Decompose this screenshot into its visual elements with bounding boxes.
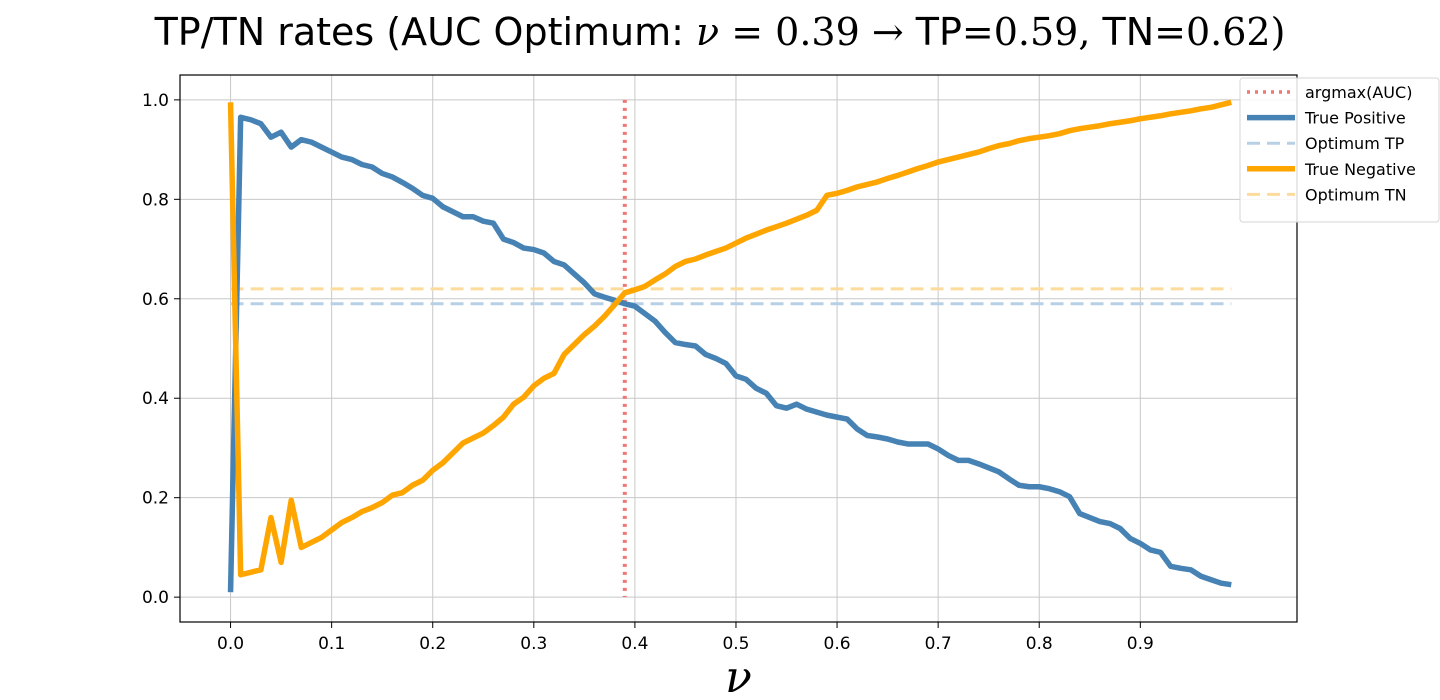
title-tp-value: =0.59, bbox=[961, 10, 1103, 54]
y-tick-label: 0.2 bbox=[142, 489, 169, 509]
title-optimum-nu-value: = 0.39 → bbox=[719, 10, 916, 54]
title-tn-value: =0.62) bbox=[1154, 10, 1286, 54]
title-tn-label: TN bbox=[1102, 10, 1155, 54]
x-tick-label: 0.3 bbox=[520, 634, 547, 654]
x-tick-label: 0.0 bbox=[217, 634, 244, 654]
legend: argmax(AUC) True Positive Optimum TP True N… bbox=[1239, 77, 1440, 223]
legend-box bbox=[1239, 77, 1440, 223]
axis-ticks: 0.0 0.1 0.2 0.3 0.4 0.5 0.6 0.7 0.8 0.9 0.0 0.2 0.4 0… bbox=[142, 91, 1154, 654]
true-positive-series bbox=[227, 114, 1232, 593]
x-axis-label: ν bbox=[725, 652, 752, 700]
reference-lines bbox=[230, 99, 1232, 598]
legend-label-optimum-tp: Optimum TP bbox=[1305, 134, 1405, 153]
x-tick-label: 0.7 bbox=[925, 634, 952, 654]
legend-label-optimum-tn: Optimum TN bbox=[1305, 185, 1407, 204]
y-tick-label: 0.0 bbox=[142, 588, 169, 608]
x-tick-label: 0.8 bbox=[1026, 634, 1053, 654]
y-tick-label: 0.4 bbox=[142, 389, 169, 409]
y-tick-label: 1.0 bbox=[142, 91, 169, 111]
x-tick-label: 0.9 bbox=[1127, 634, 1154, 654]
x-tick-label: 0.1 bbox=[318, 634, 345, 654]
legend-label-argmax-auc: argmax(AUC) bbox=[1305, 83, 1412, 102]
plot-area-frame bbox=[179, 74, 1298, 623]
grid bbox=[180, 75, 1297, 622]
x-tick-label: 0.4 bbox=[621, 634, 648, 654]
title-prefix: TP/TN rates (AUC Optimum: bbox=[154, 10, 697, 54]
series bbox=[227, 99, 1232, 593]
x-tick-label: 0.5 bbox=[722, 634, 749, 654]
y-tick-label: 0.8 bbox=[142, 190, 169, 210]
legend-label-true-negative: True Negative bbox=[1304, 160, 1416, 179]
title-nu-symbol: ν bbox=[696, 10, 720, 54]
x-tick-label: 0.2 bbox=[419, 634, 446, 654]
true-negative-series bbox=[227, 99, 1232, 578]
legend-label-true-positive: True Positive bbox=[1304, 109, 1406, 128]
title-tp-label: TP bbox=[915, 10, 962, 54]
chart-title: TP/TN rates (AUC Optimum: ν = 0.39 → TP=… bbox=[0, 10, 1440, 54]
y-tick-label: 0.6 bbox=[142, 290, 169, 310]
x-tick-label: 0.6 bbox=[824, 634, 851, 654]
